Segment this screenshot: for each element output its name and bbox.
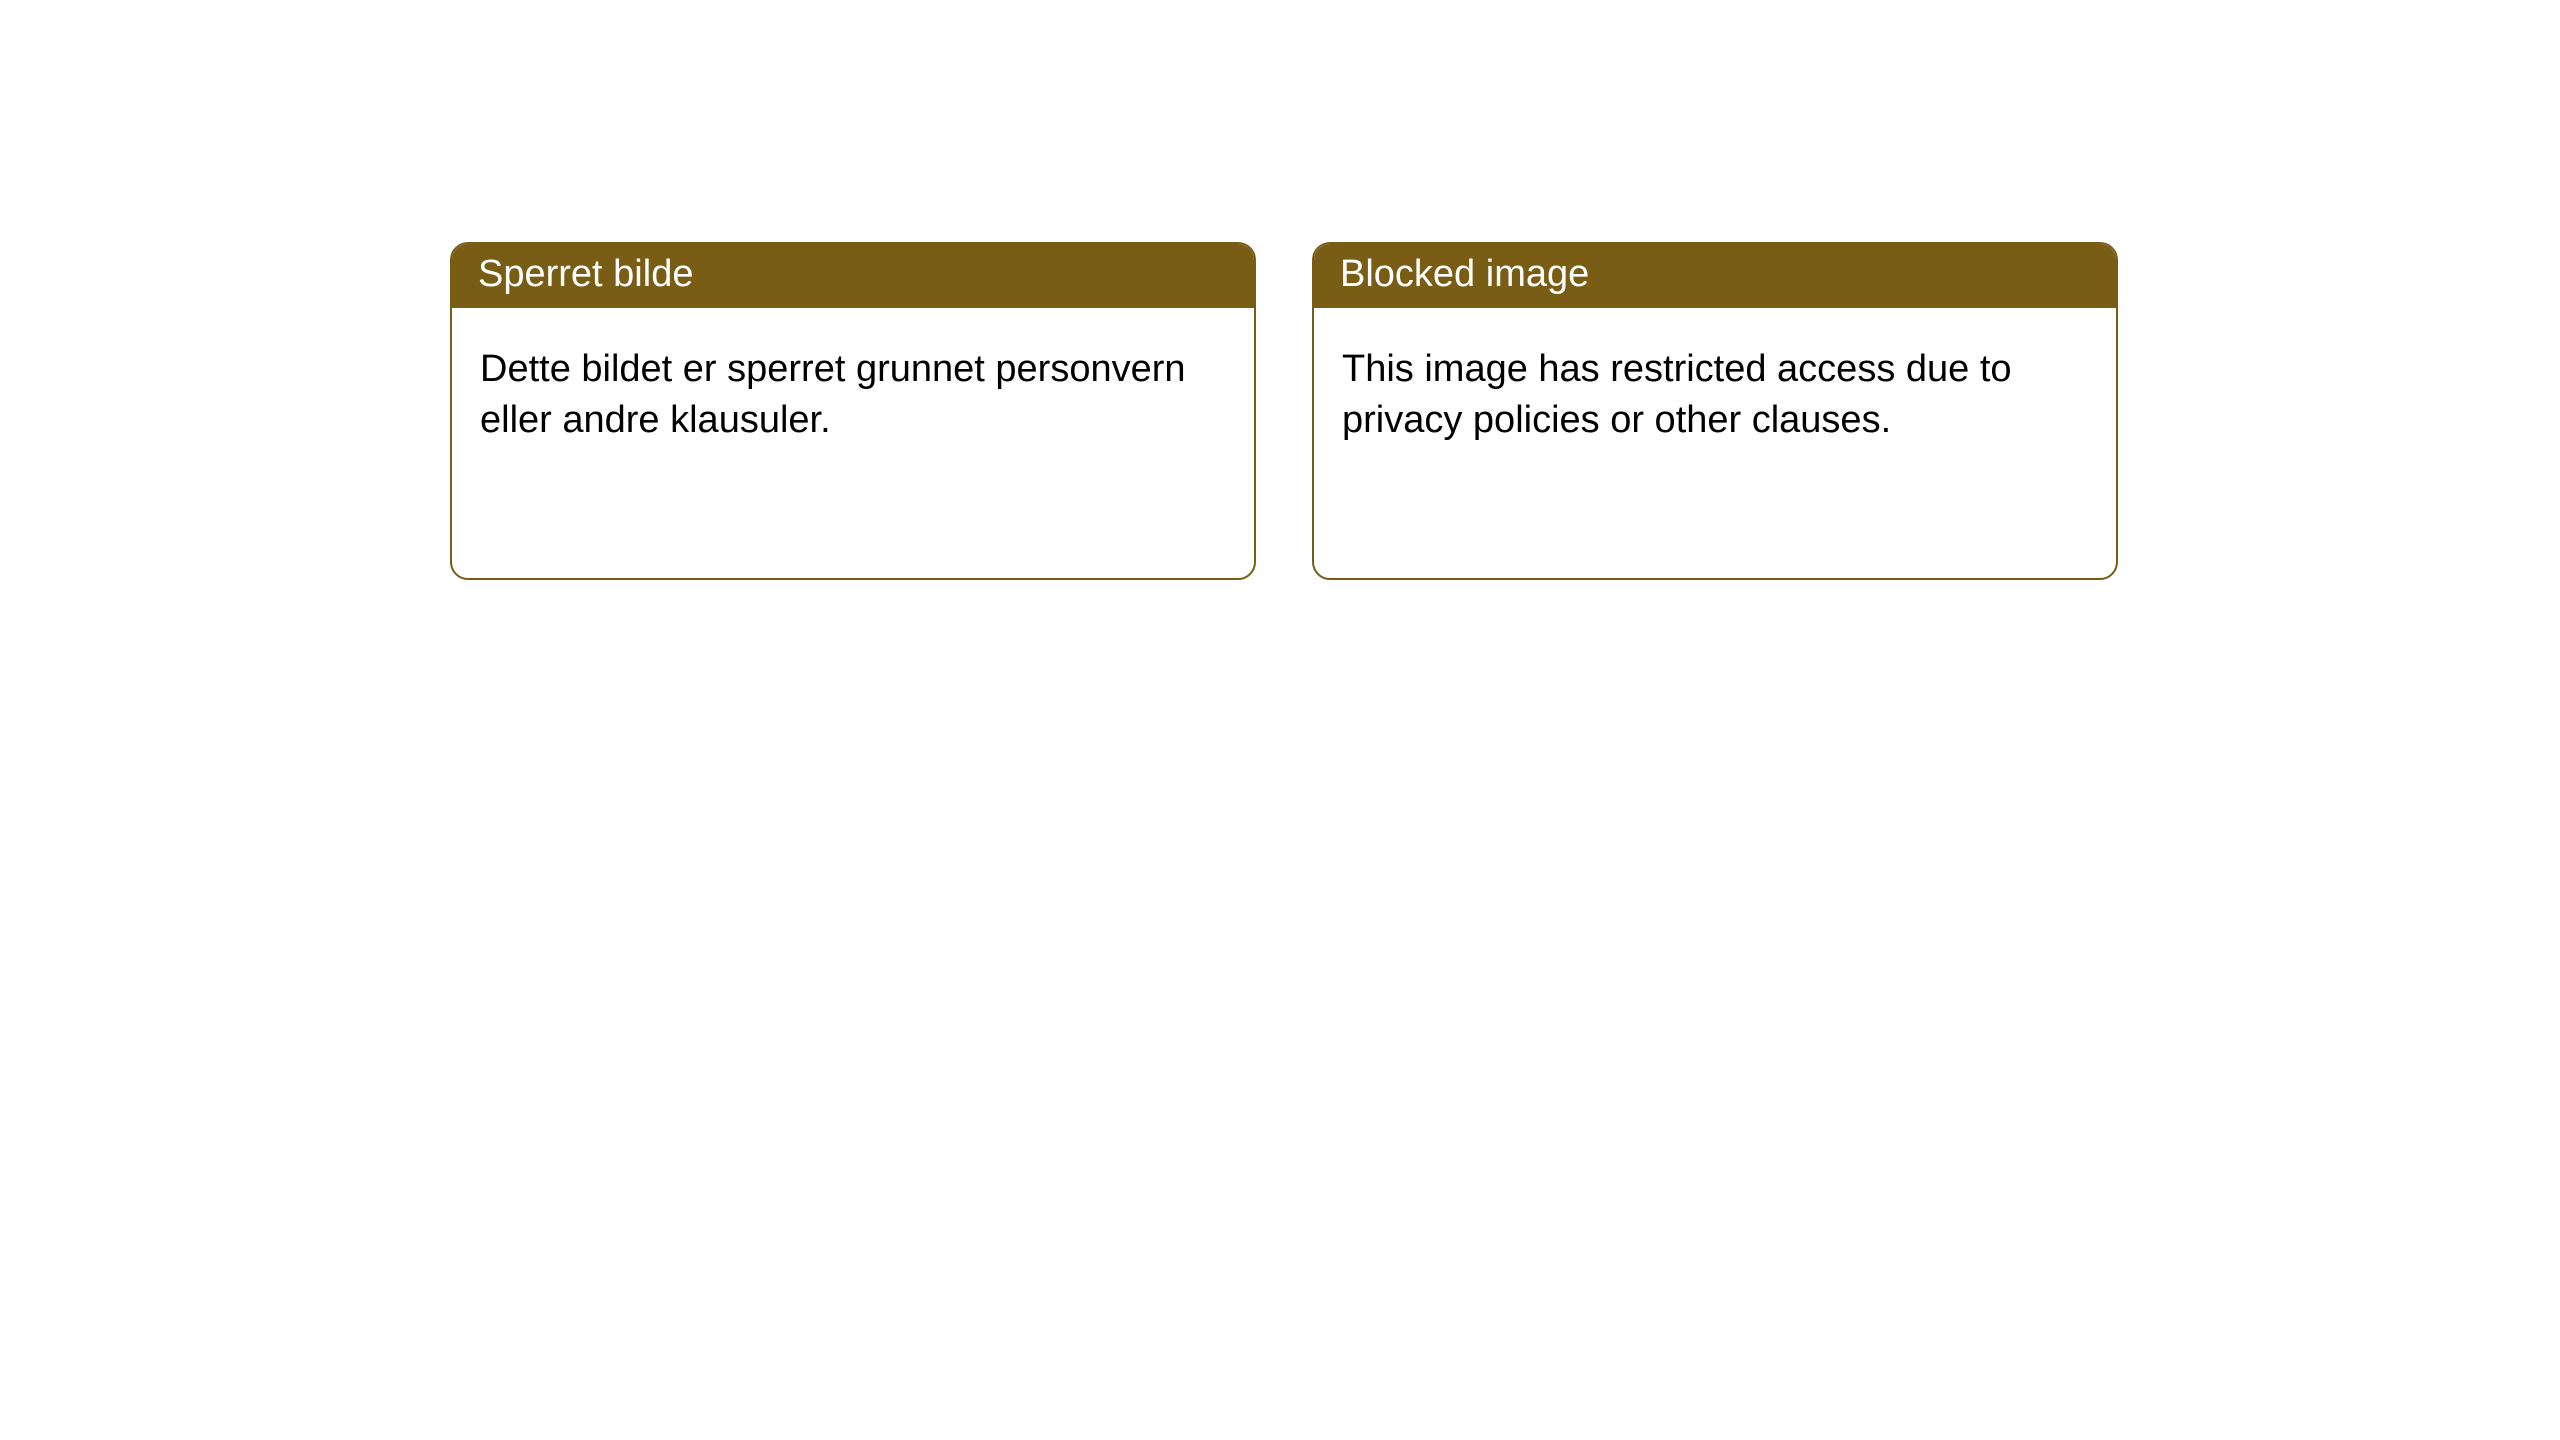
notice-card-norwegian: Sperret bilde Dette bildet er sperret gr… [450, 242, 1256, 580]
card-body: Dette bildet er sperret grunnet personve… [452, 308, 1254, 467]
card-body-text: This image has restricted access due to … [1342, 348, 2012, 441]
notice-container: Sperret bilde Dette bildet er sperret gr… [0, 0, 2560, 580]
card-body-text: Dette bildet er sperret grunnet personve… [480, 348, 1186, 441]
card-title: Blocked image [1340, 253, 1589, 295]
card-header: Blocked image [1314, 244, 2116, 308]
card-body: This image has restricted access due to … [1314, 308, 2116, 467]
card-title: Sperret bilde [478, 253, 693, 295]
notice-card-english: Blocked image This image has restricted … [1312, 242, 2118, 580]
card-header: Sperret bilde [452, 244, 1254, 308]
